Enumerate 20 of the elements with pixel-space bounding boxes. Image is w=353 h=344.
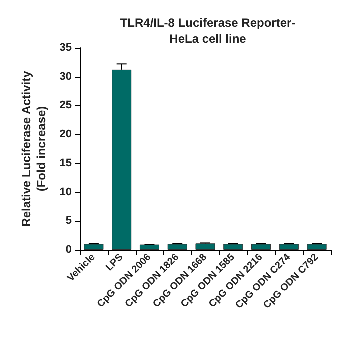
y-tick-label: 0	[66, 244, 72, 256]
y-tick-label: 20	[60, 128, 72, 141]
chart-title: TLR4/IL-8 Luciferase Reporter- HeLa cell line	[120, 16, 296, 46]
y-tick-label: 10	[60, 186, 72, 198]
bar	[279, 244, 299, 250]
y-tick-label: 35	[60, 42, 72, 54]
bar	[84, 244, 104, 250]
bar	[252, 244, 272, 250]
y-tick-label: 15	[60, 157, 72, 170]
y-axis-title: Relative Luciferase Activity (Fold increase)	[19, 70, 48, 227]
bar	[224, 244, 244, 250]
bar	[307, 244, 327, 250]
bar	[112, 70, 132, 250]
x-tick-label: LPS	[104, 252, 126, 274]
bar	[140, 244, 160, 250]
bar	[196, 244, 216, 250]
y-tick-label: 25	[60, 100, 72, 112]
y-tick-label: 5	[66, 215, 72, 228]
bar	[168, 244, 188, 250]
y-tick-label: 30	[60, 70, 72, 83]
